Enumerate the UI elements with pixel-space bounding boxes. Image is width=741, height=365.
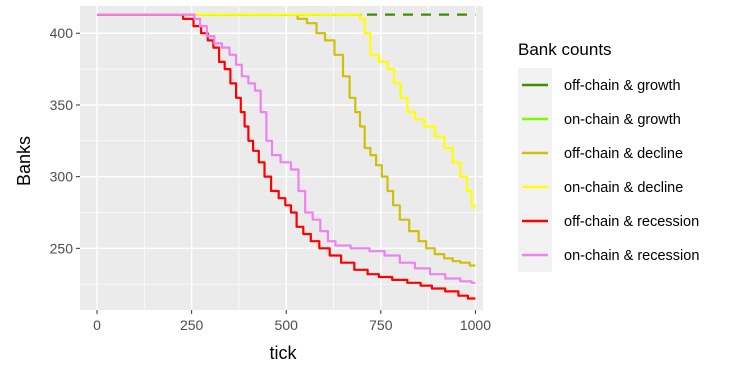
y-tick-label: 250 <box>50 240 74 256</box>
y-tick-label: 350 <box>50 97 74 113</box>
legend-label: off-chain & decline <box>564 146 683 162</box>
x-tick-label: 500 <box>275 317 299 333</box>
x-axis-title: tick <box>270 343 298 363</box>
legend-title: Bank counts <box>518 40 612 59</box>
legend-label: on-chain & recession <box>564 248 699 264</box>
legend-items: off-chain & growth on-chain & growth off-c… <box>518 68 699 272</box>
series-line-5 <box>97 13 476 284</box>
series-lines <box>97 13 476 300</box>
x-tick-label: 0 <box>93 317 101 333</box>
legend: Bank counts off-chain & growth on-chain &… <box>518 40 699 272</box>
series-line-4 <box>97 13 476 300</box>
series-line-3 <box>97 13 476 210</box>
y-tick-label: 400 <box>50 25 74 41</box>
minor-gridlines <box>80 6 483 310</box>
x-tick-label: 750 <box>369 317 393 333</box>
series-line-2 <box>97 13 476 267</box>
legend-label: on-chain & growth <box>564 112 681 128</box>
legend-label: off-chain & growth <box>564 78 681 94</box>
x-axis-ticks: 0 250 500 750 1000 <box>93 310 491 333</box>
x-tick-label: 250 <box>180 317 204 333</box>
y-axis-ticks: 250 300 350 400 <box>50 25 80 256</box>
legend-label: off-chain & recession <box>564 214 699 230</box>
y-axis-title: Banks <box>14 136 34 186</box>
x-tick-label: 1000 <box>460 317 491 333</box>
y-tick-label: 300 <box>50 169 74 185</box>
major-gridlines <box>80 6 483 310</box>
legend-label: on-chain & decline <box>564 180 683 196</box>
